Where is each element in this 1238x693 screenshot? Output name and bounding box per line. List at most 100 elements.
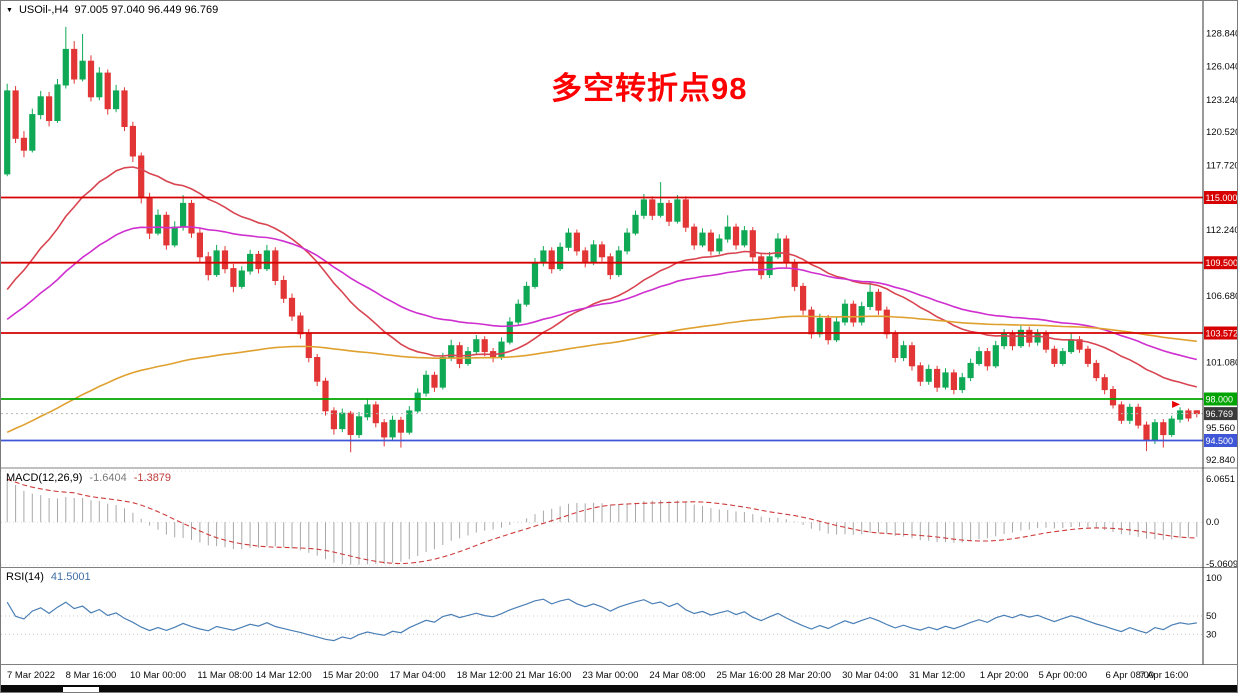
candle [1059,348,1066,366]
candle [1068,332,1075,354]
time-axis-label: 5 Apr 00:00 [1038,670,1087,681]
candle [423,370,430,397]
candle [749,227,756,262]
candle [12,86,19,143]
candle [180,195,187,231]
candle [774,233,781,260]
chart-annotation-text: 多空转折点98 [551,71,748,106]
candle [741,226,748,248]
candle [154,209,162,236]
candle [908,342,916,371]
chart-header: ▼ USOil-,H4 97.005 97.040 96.449 96.769 [6,4,218,16]
bottom-bar [1,685,1237,692]
price-badge-label: 94.500 [1206,436,1234,446]
price-badge [1204,256,1237,270]
candle [825,314,832,345]
macd-label: MACD(12,26,9) -1.6404 -1.3879 [6,472,171,484]
time-axis-label: 7 Mar 2022 [7,670,55,681]
candle [79,34,86,82]
candle [356,412,363,439]
candle [967,358,974,382]
candle [54,79,61,123]
time-axis-label: 1 Apr 20:00 [980,670,1029,681]
symbol-dropdown-icon[interactable]: ▼ [6,6,13,14]
candle [37,90,44,120]
candle [87,55,95,102]
price-axis-tick: 123.240 [1206,95,1238,106]
price-axis-tick: 101.080 [1206,358,1238,369]
candle [557,242,564,271]
candle [649,196,656,220]
candle [892,330,899,363]
price-badge-label: 98.000 [1206,395,1234,405]
rsi-axis-tick: 50 [1206,611,1217,622]
candle [732,223,740,250]
candle [800,282,807,315]
time-axis-label: 24 Mar 08:00 [649,670,705,681]
candle [590,240,597,266]
candle [766,252,773,279]
candle [716,234,723,255]
candle [196,228,204,263]
symbol-timeframe: USOil-,H4 [18,4,69,16]
current-price-badge [1204,407,1237,421]
candle [322,377,329,416]
time-axis-label: 10 Mar 00:00 [130,670,186,681]
ohlc-values: 97.005 97.040 96.449 96.769 [74,4,219,16]
time-axis-label: 25 Mar 16:00 [716,670,772,681]
candle [565,228,572,251]
candle [841,299,849,326]
candle [984,348,991,371]
price-badge [1204,392,1237,406]
candle [364,399,371,421]
candle [314,354,321,386]
candle [942,368,949,390]
rsi-grid [1,615,1203,635]
candle [724,215,731,243]
candle [624,228,631,255]
macd-axis-ticks: 6.0651 0.0 -5.0609 [1206,474,1237,570]
candle [71,41,78,84]
price-badge [1204,326,1237,340]
candle [213,244,220,277]
candle [389,415,396,441]
candle [959,372,966,394]
candle [925,364,932,385]
macd-value: -1.6404 [89,472,127,484]
time-axis-label: 11 Mar 08:00 [197,670,252,681]
candle [674,195,681,224]
candle [1185,408,1192,422]
price-axis-tick: 106.680 [1206,291,1238,302]
candle [707,229,714,256]
candle [1109,386,1117,409]
time-axis-label: 15 Mar 20:00 [323,670,379,681]
time-axis-label: 7 Apr 16:00 [1140,670,1189,681]
time-axis-label: 21 Mar 16:00 [515,670,571,681]
candle [875,288,882,315]
price-axis-tick: 126.040 [1206,62,1238,73]
candle [632,210,639,236]
candle [238,266,245,289]
candle [1076,336,1083,353]
candle [146,192,153,239]
candle [188,199,195,238]
arrow-marker[interactable] [1172,400,1181,408]
candle [657,182,664,218]
candle [1084,345,1092,367]
price-axis-tick: 95.560 [1206,423,1235,434]
candle [297,312,304,339]
candle [1177,407,1184,423]
price-badges: 115.000 109.500 103.572 98.000 94.500 96.769 [1204,191,1237,447]
candle [1135,403,1142,429]
candle [481,336,488,357]
candle [917,362,924,386]
ma-fast-ma-line [6,166,1197,388]
price-badge [1204,191,1237,204]
candle [1160,419,1167,448]
price-axis-tick: 120.520 [1206,127,1238,138]
time-axis-label: 28 Mar 20:00 [775,670,831,681]
candle [29,108,36,153]
price-axis-tick: 112.240 [1206,225,1238,236]
